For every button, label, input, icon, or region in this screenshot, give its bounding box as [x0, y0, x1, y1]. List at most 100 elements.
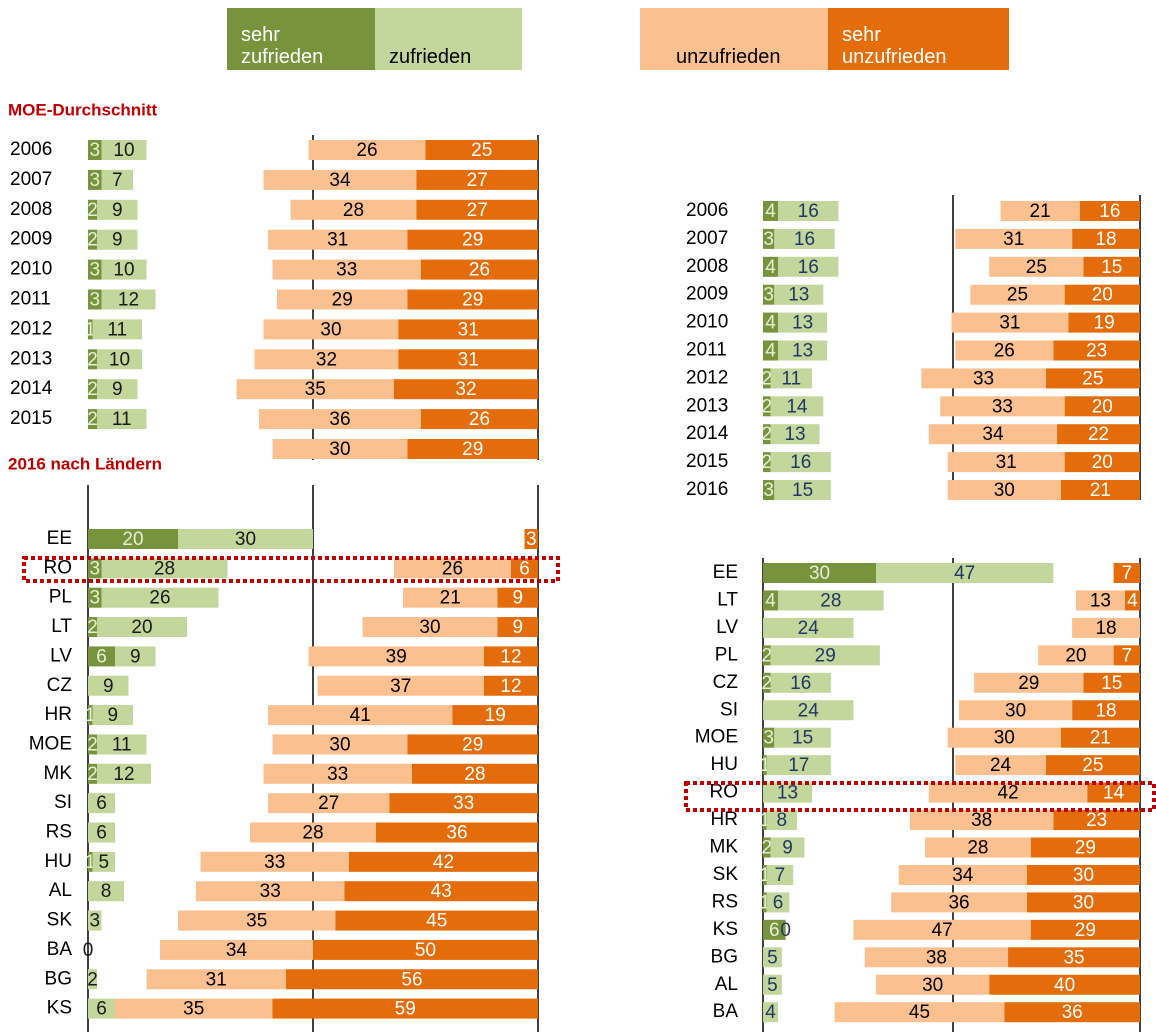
value-label: 12: [113, 764, 134, 785]
value-label: 16: [798, 201, 819, 222]
value-label: 9: [112, 200, 123, 221]
bar: [989, 256, 1084, 277]
value-label: 35: [183, 999, 204, 1020]
value-label: 2: [87, 734, 98, 755]
value-label: 33: [260, 881, 281, 902]
bar: [763, 368, 771, 389]
bar: [88, 881, 124, 902]
bar: [97, 763, 151, 784]
value-label: 8: [101, 881, 112, 902]
bar: [1083, 256, 1140, 277]
bar: [272, 259, 421, 280]
bar: [335, 910, 538, 931]
bar: [101, 587, 219, 608]
bar: [1072, 228, 1140, 249]
bar: [940, 396, 1065, 417]
value-label: 3: [763, 480, 774, 501]
value-label: 2: [87, 349, 98, 370]
bar: [1045, 368, 1140, 389]
bar: [763, 974, 782, 995]
bar: [770, 672, 831, 693]
value-label: 5: [767, 975, 778, 996]
value-label: 38: [971, 810, 992, 831]
value-label: 45: [909, 1002, 930, 1023]
value-label: 25: [471, 140, 492, 161]
bar: [349, 851, 538, 872]
value-label: 30: [1073, 892, 1094, 913]
highlight-box: [22, 556, 560, 583]
bar: [763, 755, 767, 776]
value-label: 26: [469, 260, 490, 281]
bar: [398, 319, 538, 340]
value-label: 25: [1082, 368, 1103, 389]
category-label: 2014: [10, 378, 53, 399]
value-label: 28: [302, 823, 323, 844]
value-label: 2: [87, 200, 98, 221]
value-label: 26: [469, 409, 490, 430]
value-label: 42: [433, 852, 454, 873]
bar: [947, 480, 1061, 500]
value-label: 3: [89, 140, 100, 161]
bar: [955, 228, 1073, 249]
value-label: 15: [792, 728, 813, 749]
bar: [88, 763, 97, 784]
bar: [763, 590, 779, 611]
category-label: RS: [46, 822, 72, 843]
value-label: 16: [1099, 201, 1120, 222]
value-label: 13: [784, 424, 805, 445]
bar: [770, 645, 880, 666]
value-label: 12: [500, 676, 521, 697]
category-label: 2011: [10, 289, 51, 310]
value-label: 36: [329, 409, 350, 430]
value-label: 10: [113, 260, 134, 281]
value-label: 28: [967, 838, 988, 859]
bar: [88, 199, 97, 220]
value-label: 21: [1090, 480, 1111, 501]
bar: [484, 646, 538, 667]
value-label: 26: [994, 341, 1015, 362]
value-label: 24: [798, 618, 820, 639]
bar: [770, 396, 824, 417]
value-label: 56: [401, 969, 422, 990]
category-label: CZ: [713, 672, 739, 693]
category-label: 2011: [686, 340, 727, 361]
value-label: 6: [96, 999, 107, 1020]
value-label: 23: [1086, 341, 1107, 362]
bar: [766, 810, 797, 831]
value-label: 31: [327, 230, 348, 251]
bar: [88, 734, 97, 755]
value-label: 9: [512, 588, 523, 609]
category-label: HU: [711, 754, 738, 775]
bar: [268, 793, 390, 814]
value-label: 36: [1062, 1002, 1083, 1023]
value-label: 11: [112, 409, 132, 430]
bar: [88, 587, 102, 608]
bar: [955, 755, 1046, 776]
bar: [268, 229, 408, 250]
value-label: 25: [1026, 257, 1047, 278]
value-label: 4: [765, 201, 776, 222]
value-label: 10: [113, 140, 134, 161]
bar: [290, 199, 417, 220]
category-label: BA: [713, 1001, 739, 1022]
category-label: BA: [47, 939, 73, 960]
bar: [763, 201, 779, 221]
value-label: 2: [761, 424, 772, 445]
category-label: CZ: [47, 675, 73, 696]
category-label: SK: [47, 910, 73, 931]
bar: [88, 793, 115, 814]
value-label: 6: [519, 558, 530, 579]
bar: [412, 763, 538, 784]
value-label: 30: [329, 734, 350, 755]
legend-label: sehr zufrieden: [241, 24, 324, 68]
value-label: 3: [763, 229, 774, 250]
value-label: 1: [760, 810, 771, 831]
value-label: 20: [1092, 285, 1113, 306]
value-label: 3: [89, 170, 100, 191]
bar: [407, 229, 538, 250]
bar: [974, 672, 1084, 693]
value-label: 30: [329, 439, 350, 460]
bar: [394, 558, 511, 579]
bar: [178, 529, 313, 549]
